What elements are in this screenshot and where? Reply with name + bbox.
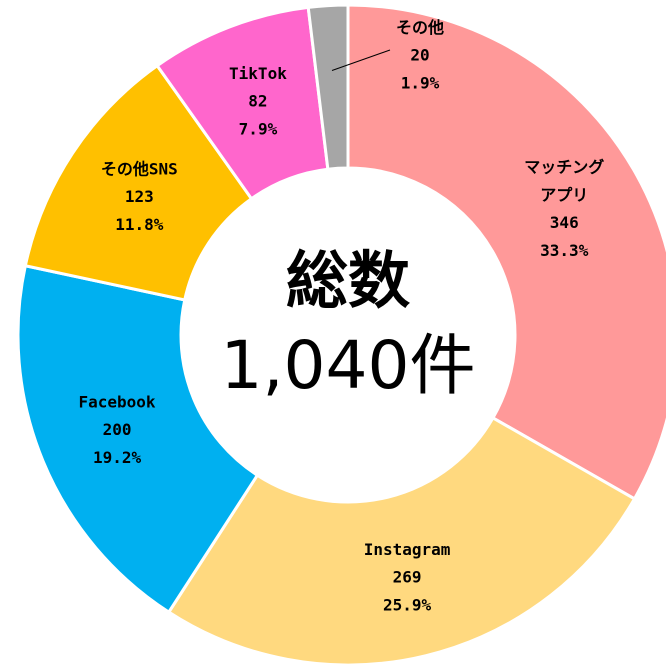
percent-label: 1.9% bbox=[401, 74, 440, 93]
center-title: 総数 bbox=[286, 244, 410, 317]
percent-label: 25.9% bbox=[383, 595, 432, 614]
slice bbox=[23, 63, 254, 302]
category-label: マッチングアプリ bbox=[524, 157, 604, 204]
value-label: 269 bbox=[393, 567, 422, 586]
category-label: その他 bbox=[396, 18, 444, 37]
category-label: Instagram bbox=[364, 539, 451, 558]
value-label: 200 bbox=[103, 420, 132, 439]
percent-label: 11.8% bbox=[115, 215, 164, 234]
category-label: TikTok bbox=[229, 63, 287, 82]
value-label: 123 bbox=[125, 187, 154, 206]
percent-label: 7.9% bbox=[239, 119, 278, 138]
category-label: Facebook bbox=[78, 392, 155, 411]
leader-line bbox=[331, 49, 391, 71]
slice bbox=[16, 263, 260, 615]
center-total: 1,040件 bbox=[221, 327, 476, 404]
value-label: 82 bbox=[248, 91, 267, 110]
slice bbox=[306, 3, 350, 171]
percent-label: 19.2% bbox=[93, 448, 142, 467]
category-label: その他SNS bbox=[101, 159, 178, 178]
percent-label: 33.3% bbox=[540, 241, 589, 260]
value-label: 346 bbox=[550, 213, 579, 232]
value-label: 20 bbox=[410, 46, 429, 65]
slice bbox=[166, 415, 637, 665]
slice bbox=[346, 3, 666, 501]
